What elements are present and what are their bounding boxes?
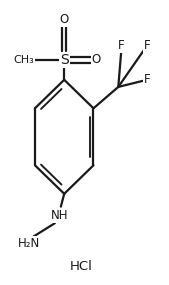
Text: F: F <box>144 73 150 86</box>
Text: F: F <box>118 39 125 52</box>
Text: O: O <box>60 13 69 27</box>
Text: F: F <box>144 39 150 52</box>
Text: HCl: HCl <box>70 260 93 273</box>
Text: CH₃: CH₃ <box>13 55 34 65</box>
Text: S: S <box>60 53 69 67</box>
Text: O: O <box>92 53 101 66</box>
Text: H₂N: H₂N <box>18 237 40 250</box>
Text: NH: NH <box>50 209 68 222</box>
